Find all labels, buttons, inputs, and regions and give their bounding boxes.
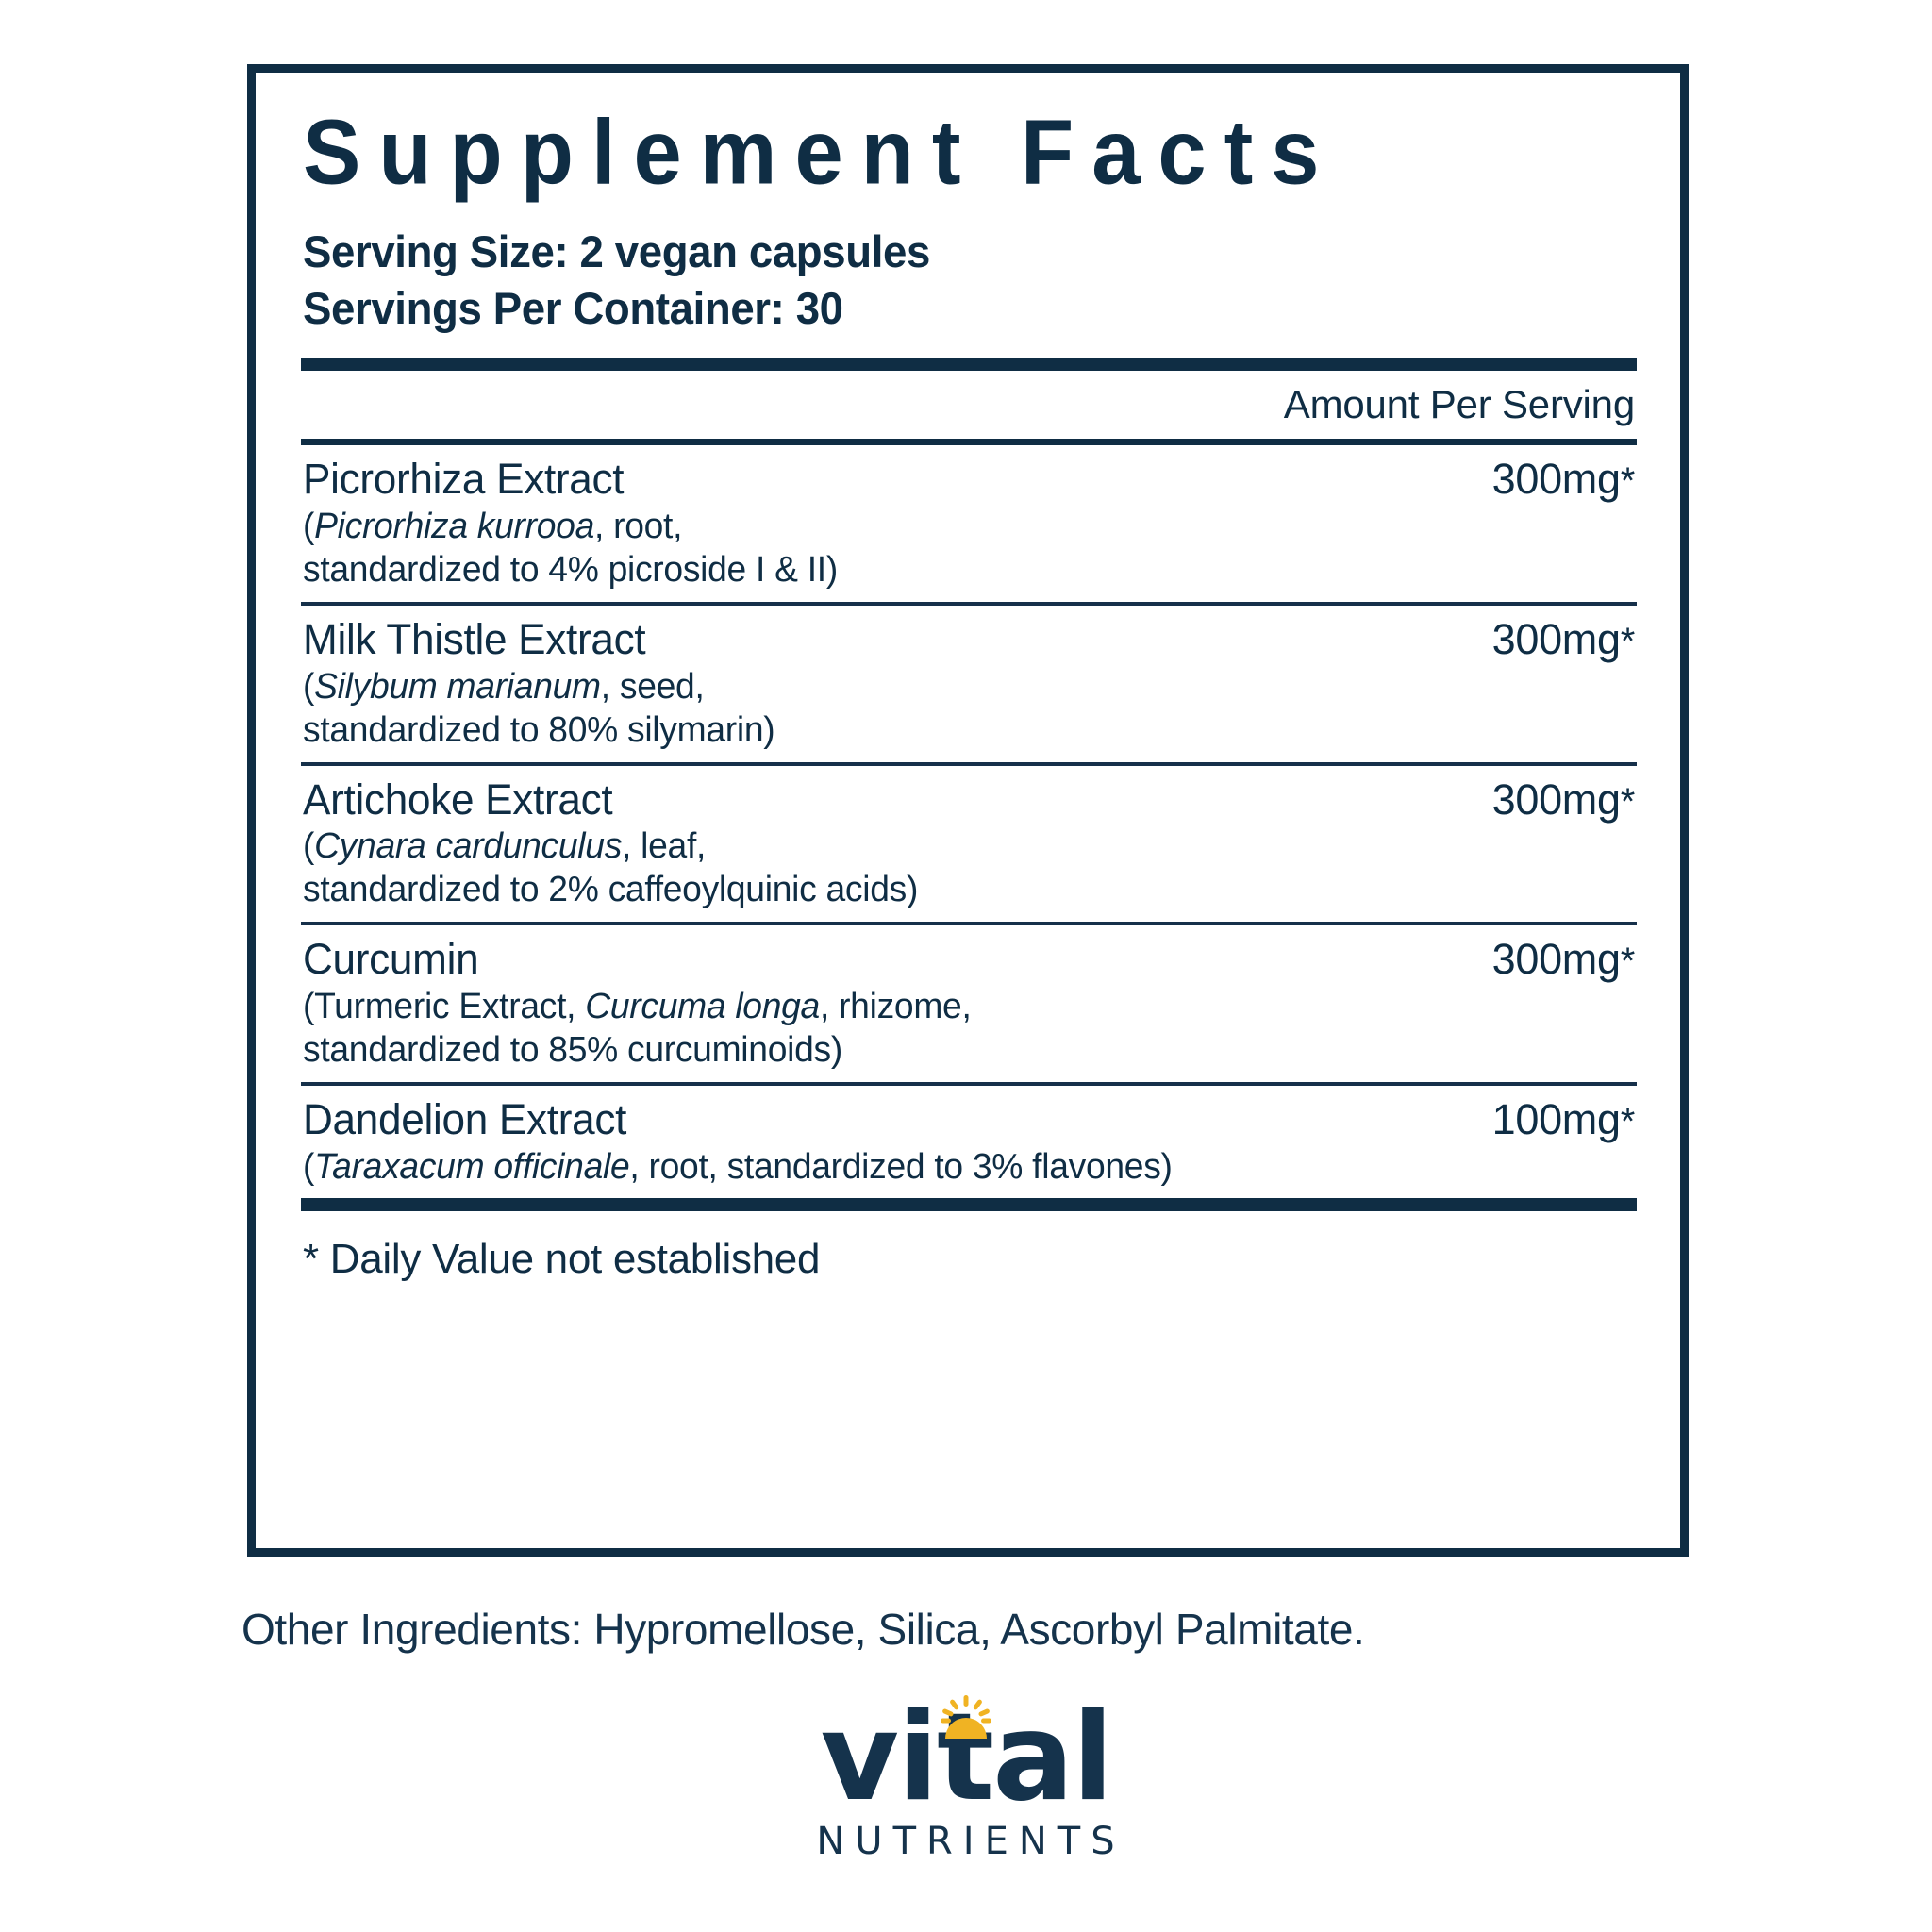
table-row: Artichoke Extract 300mg* (Cynara cardunc…	[293, 766, 1642, 923]
table-row: Picrorhiza Extract 300mg* (Picrorhiza ku…	[293, 445, 1642, 602]
latin-binomial: Silybum marianum	[314, 666, 601, 707]
ingredient-amount: 100mg*	[1491, 1094, 1636, 1143]
ingredient-amount: 300mg*	[1491, 774, 1636, 824]
desc-prefix: (	[303, 826, 315, 867]
ingredient-name: Milk Thistle Extract	[303, 614, 646, 663]
latin-binomial: Picrorhiza kurrooa	[314, 507, 595, 546]
desc-suffix: , rhizome,	[819, 986, 972, 1026]
table-row: Dandelion Extract 100mg* (Taraxacum offi…	[293, 1086, 1642, 1199]
latin-binomial: Curcuma longa	[585, 986, 820, 1026]
servings-per-container: Servings Per Container: 30	[303, 283, 843, 334]
ingredient-amount: 300mg*	[1491, 935, 1636, 984]
desc-suffix: , seed,	[600, 666, 705, 707]
rule-row-divider	[301, 1081, 1637, 1086]
amount-footnote-marker: *	[1620, 941, 1636, 983]
ingredient-description: (Taraxacum officinale, root, standardize…	[303, 1146, 1393, 1190]
rule-top-thick	[301, 358, 1637, 372]
row-header: Curcumin 300mg*	[303, 937, 1635, 982]
supplement-facts-panel: Supplement Facts Serving Size: 2 vegan c…	[247, 64, 1689, 1557]
desc-suffix: , root,	[594, 507, 683, 546]
ingredient-description: (Picrorhiza kurrooa, root, standardized …	[303, 506, 1393, 592]
amount-value: 300mg	[1491, 935, 1621, 984]
latin-binomial: Taraxacum officinale	[314, 1146, 630, 1187]
daily-value-footnote: * Daily Value not established	[303, 1236, 821, 1283]
page-title: Supplement Facts	[303, 101, 1338, 204]
rule-under-amount-header	[301, 439, 1637, 446]
ingredient-name: Curcumin	[303, 935, 479, 984]
spacer	[293, 337, 1642, 358]
serving-size: Serving Size: 2 vegan capsules	[303, 226, 930, 276]
row-header: Milk Thistle Extract 300mg*	[303, 617, 1635, 662]
brand-logo: vital NUTRIENTS	[0, 1688, 1932, 1863]
desc-line-2: standardized to 80% silymarin)	[303, 709, 775, 750]
ingredient-name: Artichoke Extract	[303, 774, 613, 824]
logo-mark: vital NUTRIENTS	[807, 1688, 1125, 1863]
logo-wordmark: vital	[820, 1688, 1114, 1828]
logo-subtitle: NUTRIENTS	[816, 1819, 1125, 1863]
amount-value: 300mg	[1491, 774, 1621, 824]
desc-prefix: (	[303, 1146, 315, 1187]
ingredient-name: Dandelion Extract	[303, 1094, 627, 1143]
table-row: Curcumin 300mg* (Turmeric Extract, Curcu…	[293, 925, 1642, 1082]
desc-prefix: (Turmeric Extract,	[303, 986, 586, 1026]
desc-suffix: , leaf,	[622, 826, 707, 867]
rule-row-divider	[301, 601, 1637, 606]
table-row: Milk Thistle Extract 300mg* (Silybum mar…	[293, 606, 1642, 762]
amount-value: 300mg	[1491, 455, 1621, 504]
row-header: Picrorhiza Extract 300mg*	[303, 457, 1635, 502]
ingredient-description: (Cynara cardunculus, leaf, standardized …	[303, 825, 1393, 912]
other-ingredients-text: Other Ingredients: Hypromellose, Silica,…	[242, 1605, 1365, 1654]
latin-binomial: Cynara cardunculus	[314, 826, 623, 867]
amount-value: 300mg	[1491, 614, 1621, 663]
desc-suffix: , root, standardized to 3% flavones)	[629, 1146, 1173, 1187]
row-header: Artichoke Extract 300mg*	[303, 774, 1636, 824]
ingredient-description: (Silybum marianum, seed, standardized to…	[303, 666, 1393, 753]
desc-prefix: (	[303, 666, 315, 707]
desc-prefix: (	[303, 507, 315, 546]
serving-info: Serving Size: 2 vegan capsules Servings …	[293, 224, 1642, 337]
amount-value: 100mg	[1491, 1094, 1621, 1143]
ingredient-name: Picrorhiza Extract	[303, 455, 625, 504]
rule-row-divider	[301, 761, 1637, 766]
desc-line-2: standardized to 4% picroside I & II)	[303, 549, 838, 590]
row-header: Dandelion Extract 100mg*	[303, 1094, 1636, 1143]
sun-icon	[941, 1695, 992, 1739]
rule-row-divider	[301, 922, 1637, 926]
ingredient-amount: 300mg*	[1491, 614, 1636, 663]
ingredient-amount: 300mg*	[1491, 455, 1636, 504]
panel-inner: Supplement Facts Serving Size: 2 vegan c…	[256, 73, 1680, 1548]
amount-footnote-marker: *	[1620, 1100, 1636, 1142]
amount-footnote-marker: *	[1620, 460, 1636, 503]
amount-footnote-marker: *	[1620, 780, 1636, 823]
ingredient-description: (Turmeric Extract, Curcuma longa, rhizom…	[303, 986, 1393, 1073]
desc-line-2: standardized to 85% curcuminoids)	[303, 1029, 842, 1070]
desc-line-2: standardized to 2% caffeoylquinic acids)	[303, 870, 919, 910]
amount-footnote-marker: *	[1620, 620, 1636, 662]
amount-per-serving-header: Amount Per Serving	[1283, 382, 1635, 427]
rule-bottom-thick	[301, 1198, 1637, 1212]
